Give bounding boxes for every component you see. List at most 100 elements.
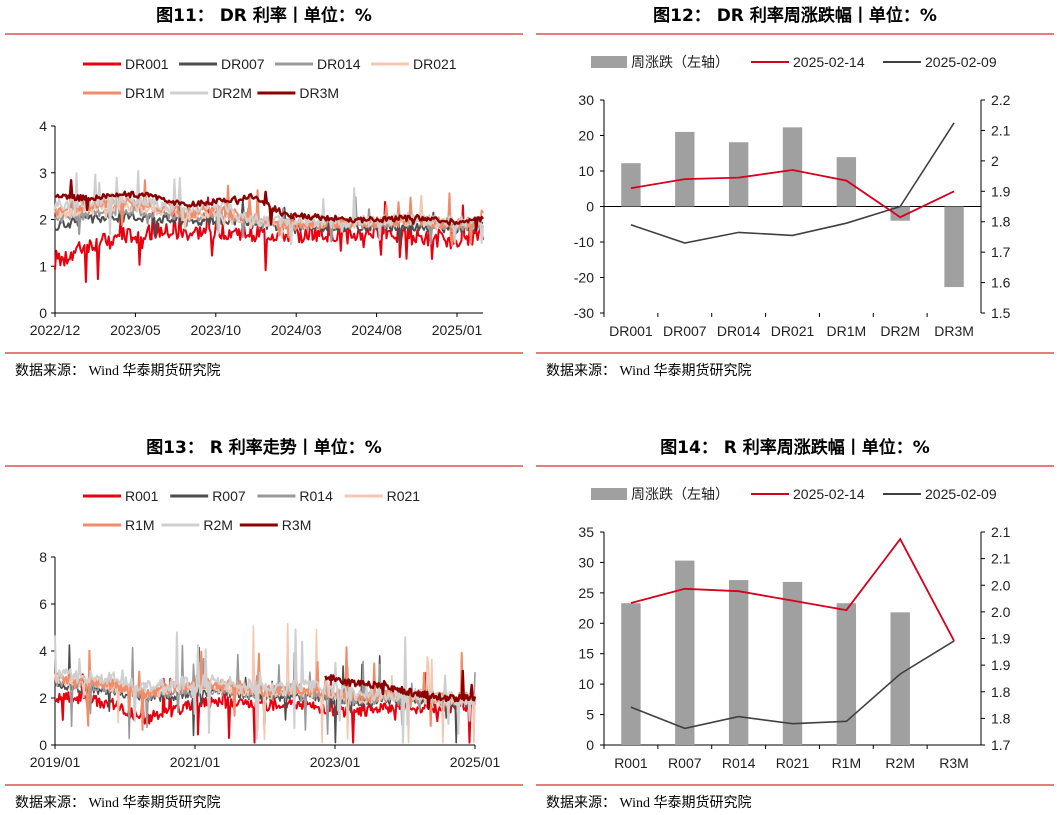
series-line-dr3m (54, 179, 484, 232)
y-tick-label: 4 (39, 118, 47, 134)
series-line-r3m (324, 669, 477, 710)
bar-dr2m (890, 206, 910, 221)
right-tick-label: 1.8 (991, 214, 1011, 230)
series-line-2025-02-09 (630, 122, 955, 244)
bottom-rule (536, 784, 1054, 786)
bottom-rule (5, 784, 523, 786)
legend-label-bar: 周涨跌（左轴） (631, 486, 729, 502)
y-tick-label: 2 (39, 690, 47, 706)
legend-label-r014: R014 (299, 488, 333, 504)
left-tick-label: 0 (586, 199, 594, 215)
title-rule (536, 33, 1054, 35)
legend-label-line-now: 2025-02-14 (793, 486, 865, 502)
x-tick-label: 2023/01 (310, 754, 361, 770)
x-tick-label: R3M (939, 755, 969, 771)
left-tick-label: 30 (578, 554, 594, 570)
bar-dr021 (782, 127, 803, 207)
x-tick-label: DR2M (880, 323, 920, 339)
bar-dr001 (621, 163, 641, 207)
legend-label-line-prev: 2025-02-09 (925, 486, 997, 502)
series-line-2025-02-14 (630, 537, 955, 642)
bar-dr007 (675, 131, 695, 207)
x-tick-label: R1M (832, 755, 862, 771)
x-tick-label: R021 (776, 755, 810, 771)
legend-label-r007: R007 (212, 488, 246, 504)
series-line-2025-02-14 (630, 169, 955, 219)
legend-label-dr1m: DR1M (125, 85, 165, 101)
panel-fig12: 图12： DR 利率周涨跌幅丨单位：% 周涨跌（左轴） 2025-02-14 202… (536, 0, 1054, 390)
left-tick-label: 25 (578, 585, 594, 601)
bottom-rule (536, 352, 1054, 354)
bar-dr014 (728, 142, 749, 207)
x-tick-label: R014 (722, 755, 756, 771)
legend-label-r2m: R2M (203, 517, 233, 533)
fig11-chart: DR001 DR007 DR014 DR021 DR1M DR2M DR3M 0 1 2 3 4 202… (30, 56, 484, 338)
right-tick-label: 2.2 (991, 92, 1011, 108)
bar-dr1m (836, 157, 857, 207)
legend-label-line-now: 2025-02-14 (793, 54, 865, 70)
y-tick-label: 0 (39, 305, 47, 321)
bar-r014 (728, 580, 749, 745)
x-tick-label: 2022/12 (30, 322, 81, 338)
bar-r2m (890, 612, 910, 745)
left-tick-label: -10 (574, 234, 594, 250)
legend-label-dr3m: DR3M (299, 85, 339, 101)
bottom-rule (5, 352, 523, 354)
left-tick-label: 30 (578, 92, 594, 108)
right-tick-label: 2.1 (991, 524, 1011, 540)
legend-label-r1m: R1M (125, 517, 155, 533)
right-tick-label: 1.9 (991, 631, 1011, 647)
title-rule (5, 33, 523, 35)
chart-title: 图12： DR 利率周涨跌幅丨单位：% (653, 6, 937, 26)
x-tick-label: 2025/01 (432, 322, 483, 338)
left-tick-label: 35 (578, 524, 594, 540)
chart-title: 图13： R 利率走势丨单位：% (146, 438, 382, 458)
x-tick-label: DR007 (663, 323, 707, 339)
y-tick-label: 1 (39, 258, 47, 274)
right-tick-label: 1.7 (991, 244, 1011, 260)
bar-r007 (675, 560, 695, 745)
legend-label-r001: R001 (125, 488, 159, 504)
source-note: 数据来源： Wind 华泰期货研究院 (15, 796, 221, 811)
left-tick-label: 10 (578, 676, 594, 692)
right-tick-label: 2.0 (991, 577, 1011, 593)
source-note: 数据来源： Wind 华泰期货研究院 (15, 364, 221, 379)
series-line-2025-02-09 (630, 640, 955, 730)
legend-label-dr001: DR001 (125, 56, 169, 72)
source-note: 数据来源： Wind 华泰期货研究院 (546, 796, 752, 811)
panel-fig13: 图13： R 利率走势丨单位：% R001 R007 R014 R021 R1M R2M R… (5, 432, 523, 815)
bar-dr3m (944, 206, 964, 288)
right-tick-label: 1.9 (991, 183, 1011, 199)
fig13-chart: R001 R007 R014 R021 R1M R2M R3M 0 2 4 6 8 2019/01 202… (30, 488, 501, 770)
right-tick-label: 2.1 (991, 122, 1011, 138)
series-line-r2m (54, 628, 476, 744)
x-tick-label: R2M (885, 755, 915, 771)
legend-label-r021: R021 (387, 488, 421, 504)
legend-label-line-prev: 2025-02-09 (925, 54, 997, 70)
bar-r001 (621, 603, 641, 745)
y-tick-label: 4 (39, 643, 47, 659)
title-rule (5, 465, 523, 467)
x-tick-label: 2025/01 (450, 754, 501, 770)
legend-label-dr2m: DR2M (212, 85, 252, 101)
left-tick-label: 20 (578, 128, 594, 144)
left-tick-label: 0 (586, 737, 594, 753)
title-rule (536, 465, 1054, 467)
x-tick-label: DR014 (717, 323, 761, 339)
x-tick-label: 2024/08 (351, 322, 402, 338)
panel-fig14: 图14： R 利率周涨跌幅丨单位：% 周涨跌（左轴） 2025-02-14 2025… (536, 432, 1054, 815)
legend-swatch-bar (591, 488, 627, 500)
x-tick-label: 2024/03 (271, 322, 322, 338)
fig14-chart: 周涨跌（左轴） 2025-02-14 2025-02-09 0 5 10 15 20 25 30 3… (578, 486, 1011, 771)
legend-label-dr021: DR021 (413, 56, 457, 72)
x-tick-label: 2021/01 (170, 754, 221, 770)
legend-swatch-bar (591, 56, 627, 68)
x-tick-label: DR021 (771, 323, 815, 339)
y-tick-label: 0 (39, 737, 47, 753)
right-tick-label: 1.6 (991, 275, 1011, 291)
right-tick-label: 2 (991, 153, 999, 169)
left-tick-label: 10 (578, 163, 594, 179)
x-tick-label: R007 (668, 755, 702, 771)
legend-label-dr014: DR014 (317, 56, 361, 72)
chart-title: 图11： DR 利率丨单位：% (156, 6, 372, 26)
